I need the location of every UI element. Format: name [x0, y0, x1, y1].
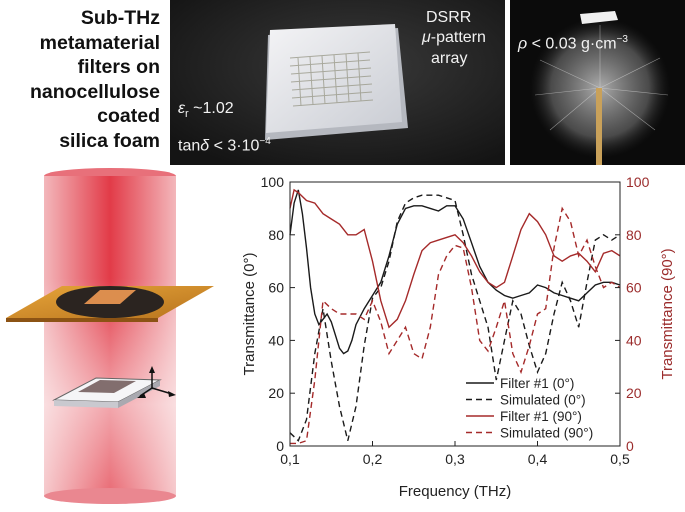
- title-line: Sub-THz: [80, 7, 160, 29]
- y-tick-label-left: 40: [268, 332, 284, 348]
- title-line: silica foam: [59, 129, 160, 152]
- series-line-4: [290, 206, 621, 445]
- transmittance-chart: 0,1 0,2 0,3 0,4 0,5 0 0 20 20 40 40 60 60 80 80 100 100 …: [240, 168, 685, 507]
- x-axis-label: Frequency (THz): [399, 483, 512, 500]
- pattern-text: -pattern: [430, 29, 486, 46]
- y-tick-label-left: 80: [268, 227, 284, 243]
- series-line-2: [289, 194, 621, 442]
- y-axis-label-left: Transmittance (0°): [241, 253, 258, 376]
- y-tick-label-right: 20: [626, 385, 642, 401]
- x-tick-label: 0,3: [445, 451, 465, 467]
- y-tick-label-left: 0: [276, 438, 284, 454]
- pattern-label: μ-pattern: [422, 29, 486, 47]
- legend-label: Filter #1 (90°): [500, 409, 582, 424]
- epsilon-symbol: ε: [178, 100, 186, 117]
- mu-symbol: μ: [422, 29, 431, 46]
- figure-title: Sub-THz metamaterial filters on nanocell…: [0, 6, 160, 154]
- y-tick-label-right: 40: [626, 332, 642, 348]
- loss-tangent-value: < 3·10: [209, 137, 260, 155]
- array-label: array: [431, 50, 468, 67]
- series-line-1: [289, 189, 621, 355]
- sample-photo: DSRR μ-pattern array εr ~1.02 tanδ < 3·1…: [170, 0, 505, 165]
- sample-illustration: [170, 0, 505, 165]
- density-label: ρ < 0.03 g·cm−3: [518, 34, 628, 53]
- x-tick-label: 0,1: [280, 451, 300, 467]
- y-tick-label-right: 100: [626, 174, 650, 190]
- y-tick-label-left: 20: [268, 385, 284, 401]
- x-tick-label: 0,2: [363, 451, 383, 467]
- title-line: coated: [97, 105, 160, 128]
- legend-label: Filter #1 (0°): [500, 376, 574, 391]
- title-line: metamaterial: [39, 31, 160, 54]
- density-exponent: −3: [616, 34, 628, 45]
- permittivity-value: ~1.02: [188, 100, 234, 117]
- y-axis-label-right: Transmittance (90°): [659, 248, 676, 379]
- title-line: nanocellulose: [29, 80, 160, 103]
- rho-symbol: ρ: [518, 35, 528, 53]
- delta-symbol: δ: [200, 137, 210, 155]
- legend: Filter #1 (0°) Simulated (0°)Filter #1 (9…: [466, 376, 593, 441]
- x-tick-label: 0,5: [610, 451, 630, 467]
- loss-tangent-exponent: −4: [259, 136, 271, 147]
- y-tick-label-left: 60: [268, 280, 284, 296]
- y-tick-label-right: 60: [626, 280, 642, 296]
- legend-label: Simulated (90°): [500, 426, 593, 441]
- x-tick-label: 0,4: [528, 451, 548, 467]
- beam-diagram: [6, 168, 214, 508]
- epsilon-subscript: r: [185, 108, 189, 121]
- setup-illustration: [0, 168, 240, 508]
- density-value: < 0.03 g·cm: [527, 35, 617, 53]
- y-tick-label-right: 0: [626, 438, 634, 454]
- dsrr-label: DSRR: [426, 9, 472, 26]
- y-tick-label-left: 100: [261, 174, 285, 190]
- y-tick-label-right: 80: [626, 227, 642, 243]
- dandelion-photo: ρ < 0.03 g·cm−3: [510, 0, 685, 165]
- title-line: filters on: [77, 56, 160, 79]
- loss-tangent-label: tanδ < 3·10−4: [178, 136, 271, 155]
- dandelion-illustration: [510, 0, 685, 165]
- legend-label: Simulated (0°): [500, 393, 586, 408]
- tan-text: tan: [178, 137, 201, 155]
- series-line-3: [289, 188, 621, 329]
- permittivity-label: εr ~1.02: [178, 100, 234, 120]
